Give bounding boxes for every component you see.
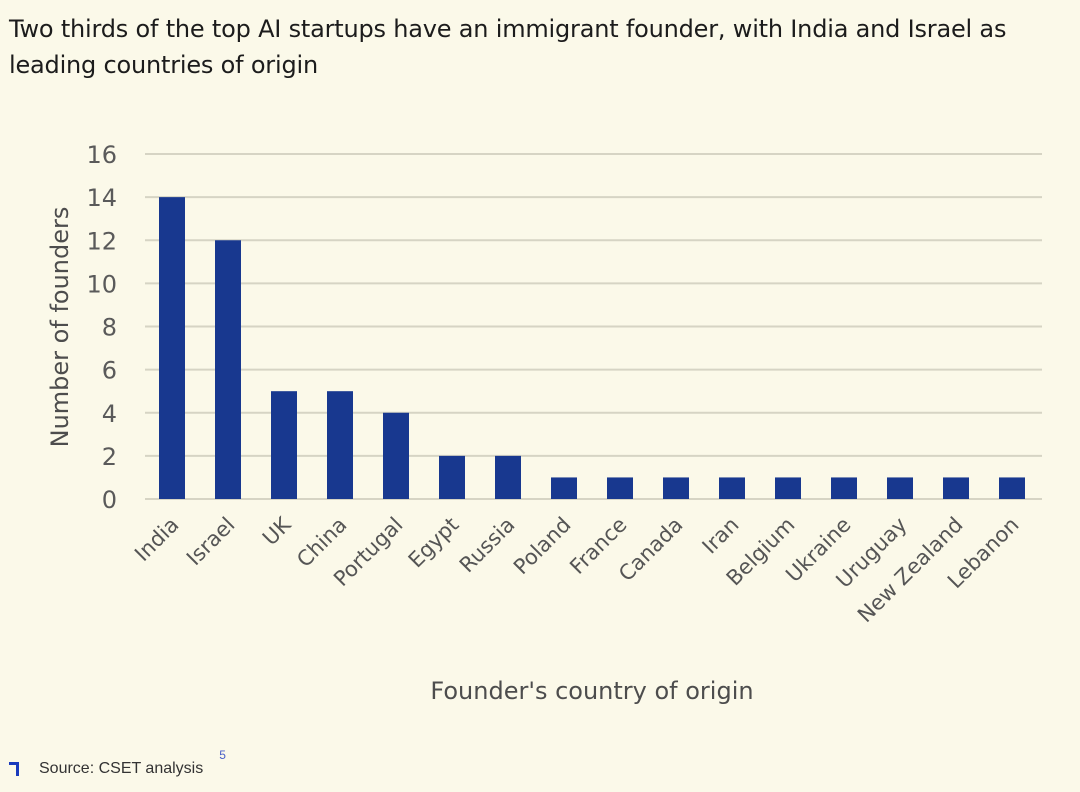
source-note: Source: CSET analysis 5 bbox=[9, 748, 226, 784]
bar-france bbox=[607, 477, 633, 499]
bars bbox=[159, 197, 1025, 499]
x-tick-label: India bbox=[130, 513, 183, 566]
corner-bracket-icon bbox=[9, 762, 19, 776]
y-tick-label: 6 bbox=[102, 357, 117, 385]
x-tick-label: Russia bbox=[455, 513, 520, 578]
bar-ukraine bbox=[831, 477, 857, 499]
chart-title: Two thirds of the top AI startups have a… bbox=[9, 15, 1007, 79]
bar-uk bbox=[271, 391, 297, 499]
y-tick-label: 4 bbox=[102, 400, 117, 428]
x-tick-label: UK bbox=[258, 512, 296, 550]
bar-uruguay bbox=[887, 477, 913, 499]
y-tick-label: 12 bbox=[86, 227, 117, 255]
bar-egypt bbox=[439, 455, 465, 499]
y-tick-label: 2 bbox=[102, 443, 117, 471]
bar-israel bbox=[215, 240, 241, 499]
x-axis-label: Founder's country of origin bbox=[430, 677, 753, 705]
bar-china bbox=[327, 391, 353, 499]
bar-russia bbox=[495, 455, 521, 499]
y-tick-label: 0 bbox=[102, 486, 117, 514]
bar-lebanon bbox=[999, 477, 1025, 499]
y-axis-label: Number of founders bbox=[46, 207, 74, 448]
bar-belgium bbox=[775, 477, 801, 499]
x-tick-label: Iran bbox=[698, 513, 744, 559]
x-tick-label: Egypt bbox=[404, 513, 464, 573]
x-tick-label: Poland bbox=[509, 513, 576, 580]
gridlines bbox=[145, 153, 1042, 500]
y-tick-label: 16 bbox=[86, 141, 117, 169]
x-tick-label: Israel bbox=[182, 513, 240, 571]
footnote-link[interactable]: 5 bbox=[219, 748, 226, 762]
bar-canada bbox=[663, 477, 689, 499]
bar-portugal bbox=[383, 412, 409, 499]
y-axis-ticks: 0 2 4 6 8 10 12 14 16 bbox=[86, 141, 117, 514]
bar-india bbox=[159, 197, 185, 499]
y-tick-label: 8 bbox=[102, 314, 117, 342]
source-text: Source: CSET analysis bbox=[39, 760, 204, 777]
bar-iran bbox=[719, 477, 745, 499]
bar-new-zealand bbox=[943, 477, 969, 499]
bar-poland bbox=[551, 477, 577, 499]
y-tick-label: 10 bbox=[86, 270, 117, 298]
y-tick-label: 14 bbox=[86, 184, 117, 212]
